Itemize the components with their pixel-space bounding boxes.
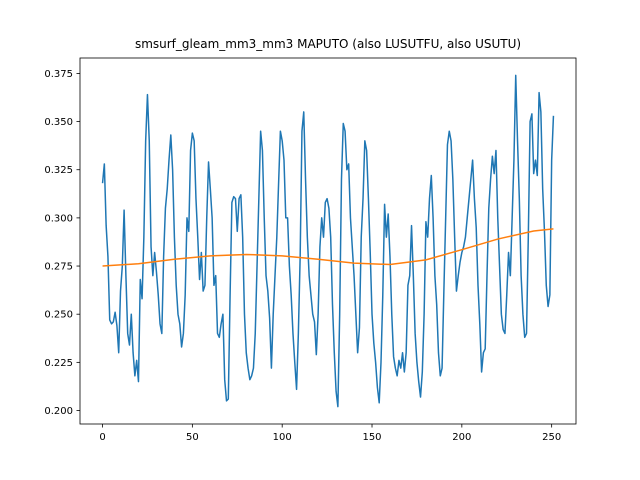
y-tick-label: 0.200 [44,406,73,417]
data-line [101,74,555,408]
x-tick-label: 100 [273,432,292,443]
y-tick-label: 0.300 [44,213,73,224]
x-tick-label: 50 [186,432,199,443]
axes-frame [79,57,577,425]
y-tick-label: 0.325 [44,165,73,176]
y-tick-label: 0.250 [44,310,73,321]
y-tick-label: 0.275 [44,262,73,273]
x-tick-label: 200 [452,432,471,443]
chart-title: smsurf_gleam_mm3_mm3 MAPUTO (also LUSUTF… [135,37,521,51]
y-tick-label: 0.375 [44,69,73,80]
y-tick-label: 0.225 [44,358,73,369]
y-tick-label: 0.350 [44,117,73,128]
x-tick-label: 150 [362,432,381,443]
x-tick-label: 0 [99,432,105,443]
x-tick-label: 250 [542,432,561,443]
plot-area [101,74,555,408]
data-line [102,228,554,267]
